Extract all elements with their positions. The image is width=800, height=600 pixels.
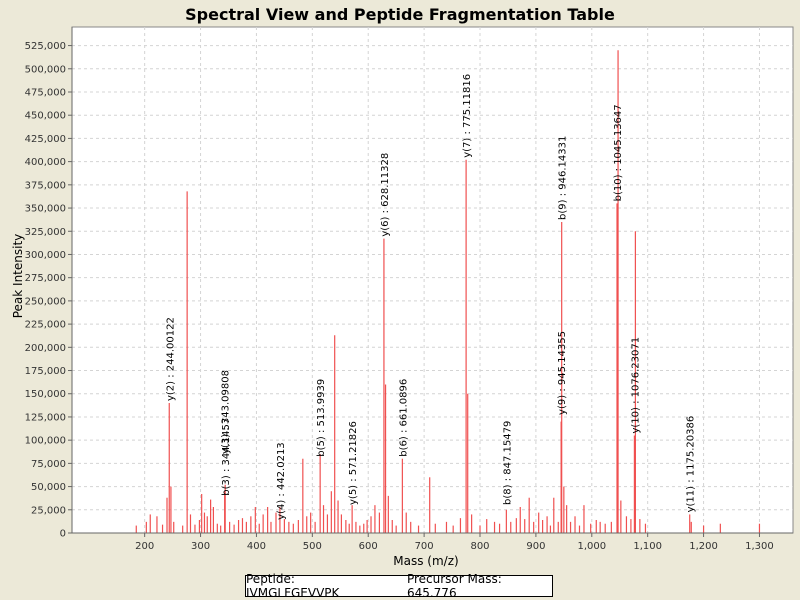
- y-tick-label: 150,000: [25, 389, 66, 400]
- x-tick-label: 800: [470, 541, 489, 552]
- x-tick-label: 600: [359, 541, 378, 552]
- chart-title: Spectral View and Peptide Fragmentation …: [185, 5, 615, 24]
- x-tick-label: 500: [303, 541, 322, 552]
- peak-label: y(2) : 244.00122: [165, 317, 176, 401]
- peak-label: y(4) : 442.0213: [276, 442, 287, 520]
- y-tick-label: 0: [60, 529, 66, 540]
- y-tick-label: 350,000: [25, 204, 66, 215]
- peak-label: b(10) : 1045.13647: [613, 104, 624, 201]
- y-tick-label: 250,000: [25, 296, 66, 307]
- x-tick-label: 400: [247, 541, 266, 552]
- y-tick-label: 500,000: [25, 64, 66, 75]
- y-tick-label: 275,000: [25, 273, 66, 284]
- peak-bars: [135, 50, 761, 533]
- y-axis-title: Peak Intensity: [11, 234, 25, 319]
- legend-box: Peptide: IVMGLFGEVVPK Precursor Mass: 64…: [245, 572, 553, 600]
- x-tick-label: 900: [526, 541, 545, 552]
- peak-label: y(6) : 628.11328: [380, 153, 391, 237]
- peak-label: b(6) : 661.0896: [398, 379, 409, 457]
- peak-label: y(7) : 775.11816: [462, 74, 473, 158]
- peak-label: b(5) : 513.9939: [316, 379, 327, 457]
- x-tick-label: 1,200: [689, 541, 718, 552]
- y-tick-label: 425,000: [25, 134, 66, 145]
- y-tick-label: 300,000: [25, 250, 66, 261]
- peak-label: b(9) : 946.14331: [558, 136, 569, 220]
- y-tick-label: 325,000: [25, 227, 66, 238]
- peak-label: y(9) : 945.14355: [557, 331, 568, 415]
- x-tick-label: 700: [415, 541, 434, 552]
- x-tick-label: 200: [135, 541, 154, 552]
- y-tick-label: 75,000: [31, 459, 66, 470]
- y-tick-label: 450,000: [25, 111, 66, 122]
- peak-label: y(10) : 1076.23071: [630, 337, 641, 434]
- peak-label: y(11) : 1175.20386: [686, 416, 697, 513]
- peak-label: y(5) : 571.21826: [348, 421, 359, 505]
- x-tick-label: 1,000: [577, 541, 606, 552]
- x-tick-label: 1,100: [633, 541, 662, 552]
- y-tick-label: 25,000: [31, 505, 66, 516]
- y-tick-label: 50,000: [31, 482, 66, 493]
- precursor-mass-label: Precursor Mass: 645.776: [406, 572, 502, 600]
- y-tick-label: 475,000: [25, 87, 66, 98]
- y-tick-label: 400,000: [25, 157, 66, 168]
- peptide-label: Peptide: IVMGLFGEVVPK: [246, 572, 340, 600]
- x-tick-label: 300: [191, 541, 210, 552]
- y-tick-label: 125,000: [25, 412, 66, 423]
- x-tick-label: 1,300: [745, 541, 774, 552]
- peak-label: b(3) : 344.1457: [221, 418, 232, 496]
- y-tick-label: 200,000: [25, 343, 66, 354]
- y-tick-label: 525,000: [25, 41, 66, 52]
- y-tick-label: 225,000: [25, 320, 66, 331]
- plot-area: [71, 26, 794, 534]
- peak-label: b(8) : 847.15479: [502, 421, 513, 505]
- peak-label: y(3) : 343.09808: [221, 370, 232, 454]
- y-tick-label: 175,000: [25, 366, 66, 377]
- axes: 0 25,000 50,000 75,000 100,000 125,000 150,000…: [25, 27, 793, 552]
- x-axis-title: Mass (m/z): [393, 554, 458, 568]
- y-tick-label: 375,000: [25, 180, 66, 191]
- y-tick-label: 100,000: [25, 436, 66, 447]
